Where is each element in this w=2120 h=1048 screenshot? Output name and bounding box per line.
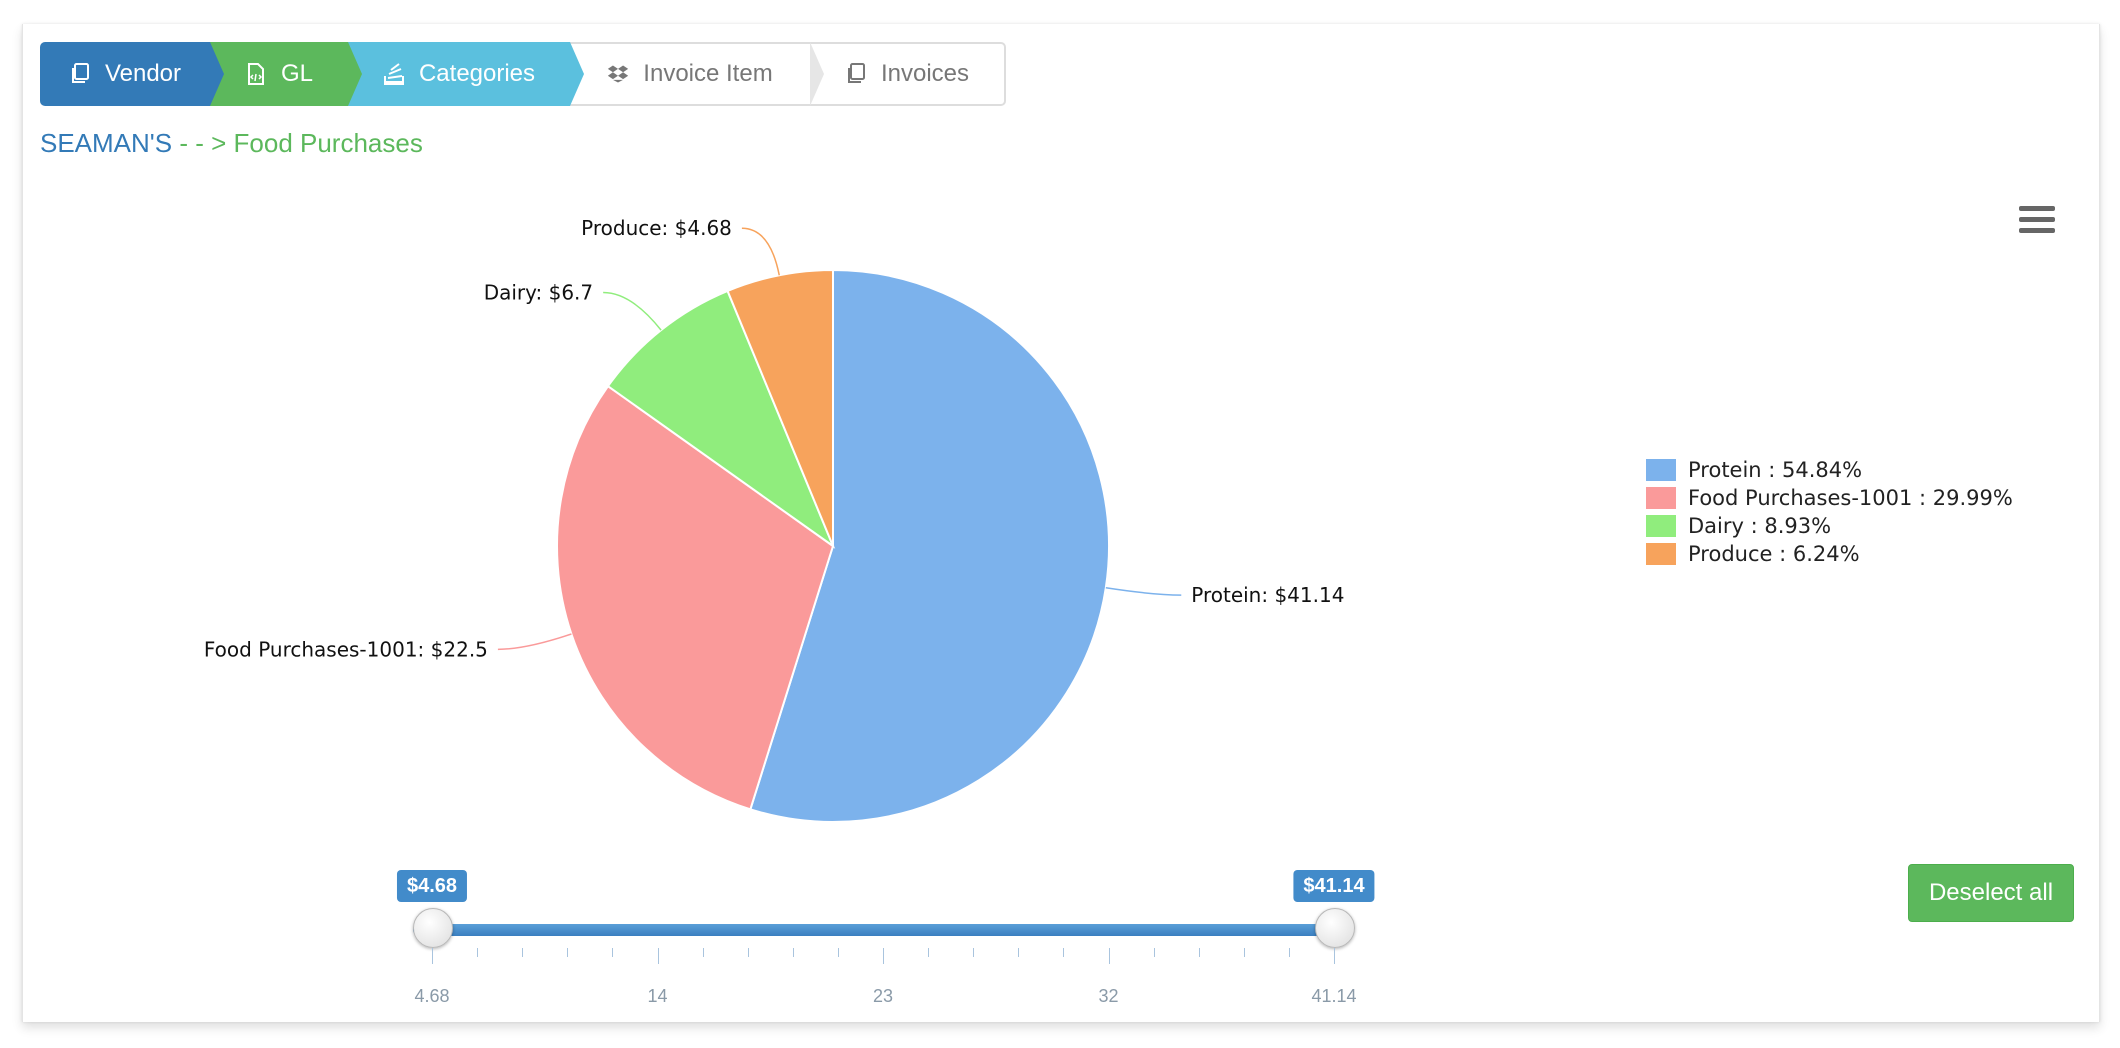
stack-icon — [383, 62, 405, 86]
trail-current: Food Purchases — [233, 128, 423, 158]
slider-grid-label: 4.68 — [414, 986, 450, 1006]
step-gl-arrow — [348, 42, 362, 106]
slider-minor-tick — [1198, 948, 1200, 957]
slider-minor-tick — [702, 948, 704, 957]
drilldown-trail: SEAMAN'S - - > Food Purchases — [40, 128, 423, 159]
data-label-protein: Protein: $41.14 — [1191, 583, 1344, 607]
hamburger-menu-icon[interactable] — [2019, 206, 2055, 236]
slider-minor-tick — [837, 948, 839, 957]
slider-grid-label: 23 — [872, 986, 894, 1006]
connector-dairy — [603, 291, 662, 331]
legend-label: Dairy : 8.93% — [1688, 514, 1832, 538]
slider-minor-tick — [973, 948, 975, 957]
slider-minor-tick — [1018, 948, 1020, 957]
pie-chart: Protein: $41.14 Food Purchases-1001: $22.… — [204, 216, 1344, 823]
slider-to-value: $41.14 — [1293, 870, 1375, 902]
step-invoice-item-label: Invoice Item — [643, 60, 773, 87]
trail-root[interactable]: SEAMAN'S — [40, 128, 173, 158]
slider-grid-label: 32 — [1098, 986, 1119, 1006]
slider-major-tick — [1108, 948, 1110, 964]
legend-swatch — [1646, 459, 1676, 481]
slider-minor-tick — [747, 948, 749, 957]
deselect-all-button[interactable]: Deselect all — [1908, 864, 2074, 922]
slider-major-tick — [657, 948, 659, 964]
slider-major-tick — [432, 948, 433, 964]
legend-swatch — [1646, 487, 1676, 509]
step-categories-label: Categories — [418, 60, 536, 87]
legend-swatch — [1646, 543, 1676, 565]
step-invoice-item-arrow — [810, 42, 824, 106]
data-label-dairy: Dairy: $6.7 — [484, 281, 593, 305]
step-categories[interactable]: Categories — [348, 42, 570, 106]
step-gl-label: GL — [280, 60, 313, 87]
step-gl[interactable]: GL — [210, 42, 348, 106]
legend-item-produce[interactable]: Produce : 6.24% — [1646, 540, 2013, 568]
data-label-produce: Produce: $4.68 — [581, 216, 732, 240]
connector-produce — [741, 227, 780, 276]
slider-from-handle[interactable] — [413, 908, 453, 948]
legend-item-dairy[interactable]: Dairy : 8.93% — [1646, 512, 2013, 540]
step-categories-arrow — [570, 42, 584, 106]
connector-protein — [1105, 587, 1182, 596]
legend-label: Protein : 54.84% — [1688, 458, 1863, 482]
data-label-food-purchases-1001: Food Purchases-1001: $22.5 — [204, 637, 488, 661]
slider-track[interactable] — [413, 924, 1353, 936]
slider-grid-label: 14 — [647, 986, 668, 1006]
step-invoices[interactable]: Invoices — [810, 42, 1006, 106]
legend-label: Food Purchases-1001 : 29.99% — [1688, 486, 2013, 510]
pie-slice-protein[interactable] — [749, 268, 1110, 823]
slider-major-tick — [1334, 948, 1335, 964]
legend-item-food-purchases-1001[interactable]: Food Purchases-1001 : 29.99% — [1646, 484, 2013, 512]
copy-icon — [845, 62, 867, 86]
step-invoices-label: Invoices — [880, 60, 970, 87]
slider-to-handle[interactable] — [1315, 908, 1355, 948]
slider-minor-tick — [1063, 948, 1065, 957]
legend-item-protein[interactable]: Protein : 54.84% — [1646, 456, 2013, 484]
trail-separator: - - > — [172, 128, 234, 158]
legend-swatch — [1646, 515, 1676, 537]
step-vendor[interactable]: Vendor — [40, 42, 210, 106]
copy-icon — [69, 62, 91, 86]
slider-minor-tick — [1288, 948, 1290, 957]
step-vendor-arrow — [210, 42, 224, 106]
slider-grid-label: 41.14 — [1311, 986, 1357, 1006]
slider-minor-tick — [612, 948, 614, 957]
slider-minor-tick — [792, 948, 794, 957]
chart-card: Vendor GL Categories In — [22, 24, 2100, 1022]
slider-minor-tick — [928, 948, 930, 957]
step-invoice-item[interactable]: Invoice Item — [570, 42, 810, 106]
connector-food-purchases-1001 — [497, 633, 572, 651]
slider-minor-tick — [522, 948, 524, 957]
slider-minor-tick — [1243, 948, 1245, 957]
chart-legend: Protein : 54.84% Food Purchases-1001 : 2… — [1646, 456, 2013, 568]
slider-from-value: $4.68 — [396, 870, 468, 902]
slider-major-tick — [883, 948, 884, 964]
step-vendor-label: Vendor — [104, 60, 182, 87]
slider-minor-tick — [1153, 948, 1155, 957]
slider-minor-tick — [567, 948, 569, 957]
code-file-icon — [245, 62, 267, 86]
dropbox-icon — [607, 62, 629, 86]
step-wizard: Vendor GL Categories In — [40, 42, 1006, 106]
legend-label: Produce : 6.24% — [1688, 542, 1860, 566]
slider-minor-tick — [477, 948, 479, 957]
